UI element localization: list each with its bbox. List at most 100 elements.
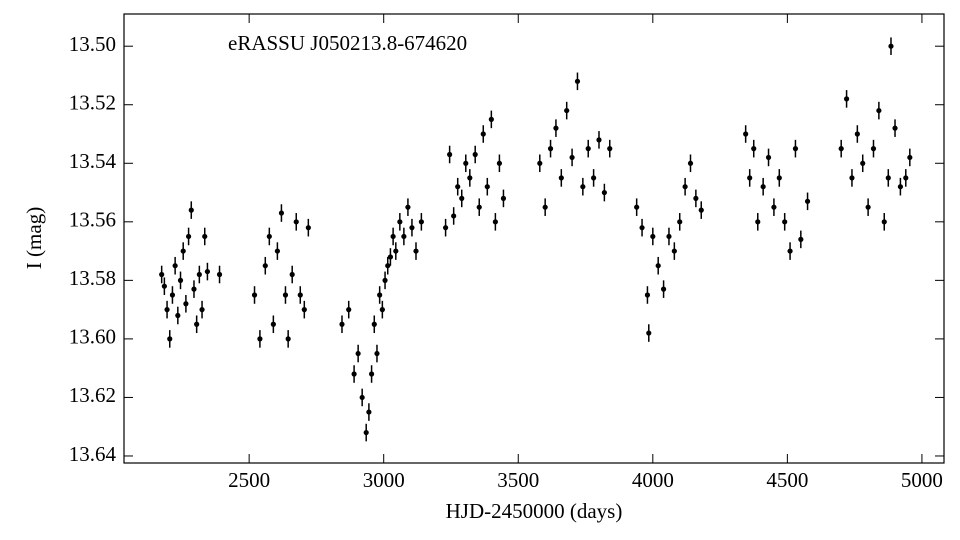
y-tick-label: 13.60 [69, 325, 116, 349]
data-point [177, 277, 184, 283]
data-point [585, 146, 591, 152]
data-point [564, 107, 570, 114]
data-point [305, 225, 311, 231]
data-point [355, 350, 361, 357]
data-point [698, 207, 704, 213]
data-point [677, 219, 683, 225]
data-point [569, 154, 575, 161]
data-point [175, 312, 181, 319]
data-point [885, 175, 891, 181]
data-point [266, 233, 272, 240]
data-point [870, 146, 877, 152]
data-point [553, 125, 559, 131]
data-point [262, 263, 268, 269]
data-point [897, 184, 904, 190]
data-point [409, 225, 415, 231]
data-point [346, 307, 352, 313]
data-point [418, 219, 424, 225]
data-point [607, 146, 613, 152]
data-point [843, 96, 850, 102]
y-tick-label: 13.52 [69, 91, 116, 115]
data-point [854, 131, 860, 137]
data-point [351, 371, 357, 377]
data-point [849, 175, 855, 181]
data-point [301, 307, 307, 313]
data-point [397, 219, 403, 225]
data-point [488, 116, 494, 122]
data-point [472, 151, 478, 158]
data-point [747, 175, 753, 181]
data-point [442, 225, 449, 231]
data-point [644, 292, 651, 298]
data-point [387, 254, 394, 260]
data-point [634, 204, 640, 210]
y-axis-label: I (mag) [22, 207, 46, 269]
data-point [339, 321, 345, 327]
data-point [401, 233, 407, 240]
data-point [202, 233, 208, 240]
data-point [164, 307, 170, 313]
y-tick-label: 13.64 [69, 442, 117, 466]
data-point [167, 336, 173, 342]
data-point [646, 330, 652, 336]
x-tick-label: 3500 [497, 468, 539, 492]
data-point [390, 233, 396, 240]
data-point [393, 248, 399, 254]
data-point [480, 131, 486, 137]
data-point [666, 233, 672, 240]
data-point [172, 263, 178, 269]
data-point [903, 175, 909, 181]
data-point [892, 125, 898, 131]
y-tick-label: 13.56 [69, 208, 116, 232]
data-point [385, 263, 391, 269]
data-point [467, 175, 473, 181]
data-point [359, 394, 365, 401]
data-point [542, 204, 548, 210]
data-point [161, 283, 167, 289]
data-point [191, 286, 197, 292]
data-point [185, 233, 192, 240]
data-point [547, 146, 554, 152]
data-point [596, 137, 602, 143]
data-point [743, 131, 749, 137]
data-point [405, 204, 411, 210]
data-point [455, 184, 461, 190]
data-point [765, 154, 772, 161]
data-point [199, 307, 205, 313]
data-point [363, 429, 369, 436]
data-point [751, 146, 757, 152]
data-point [660, 286, 667, 292]
data-point [293, 219, 299, 225]
x-tick-label: 4000 [632, 468, 674, 492]
data-point [368, 371, 375, 377]
data-point [447, 151, 453, 158]
data-point [591, 175, 597, 181]
x-tick-label: 5000 [901, 468, 943, 492]
data-point [274, 248, 280, 254]
data-point [451, 213, 457, 219]
data-point [693, 195, 699, 202]
data-point [860, 160, 866, 166]
data-point [379, 307, 385, 313]
plot-frame [123, 13, 945, 464]
data-point [183, 301, 189, 307]
data-point [289, 271, 295, 278]
data-point [251, 292, 258, 298]
data-point [671, 248, 677, 254]
data-point [196, 271, 202, 278]
x-tick-label: 3000 [363, 468, 405, 492]
y-tick-label: 13.50 [69, 32, 116, 56]
data-point [865, 204, 871, 210]
data-point [881, 219, 887, 225]
data-point [366, 409, 372, 415]
data-point [285, 336, 291, 342]
data-point [270, 321, 276, 327]
data-point [257, 336, 263, 342]
data-point [371, 321, 377, 327]
x-axis-label: HJD-2450000 (days) [446, 499, 623, 523]
y-tick-label: 13.54 [69, 149, 117, 173]
data-point [188, 207, 194, 213]
y-tick-label: 13.62 [69, 383, 116, 407]
data-point [484, 184, 490, 190]
data-point [297, 292, 303, 298]
